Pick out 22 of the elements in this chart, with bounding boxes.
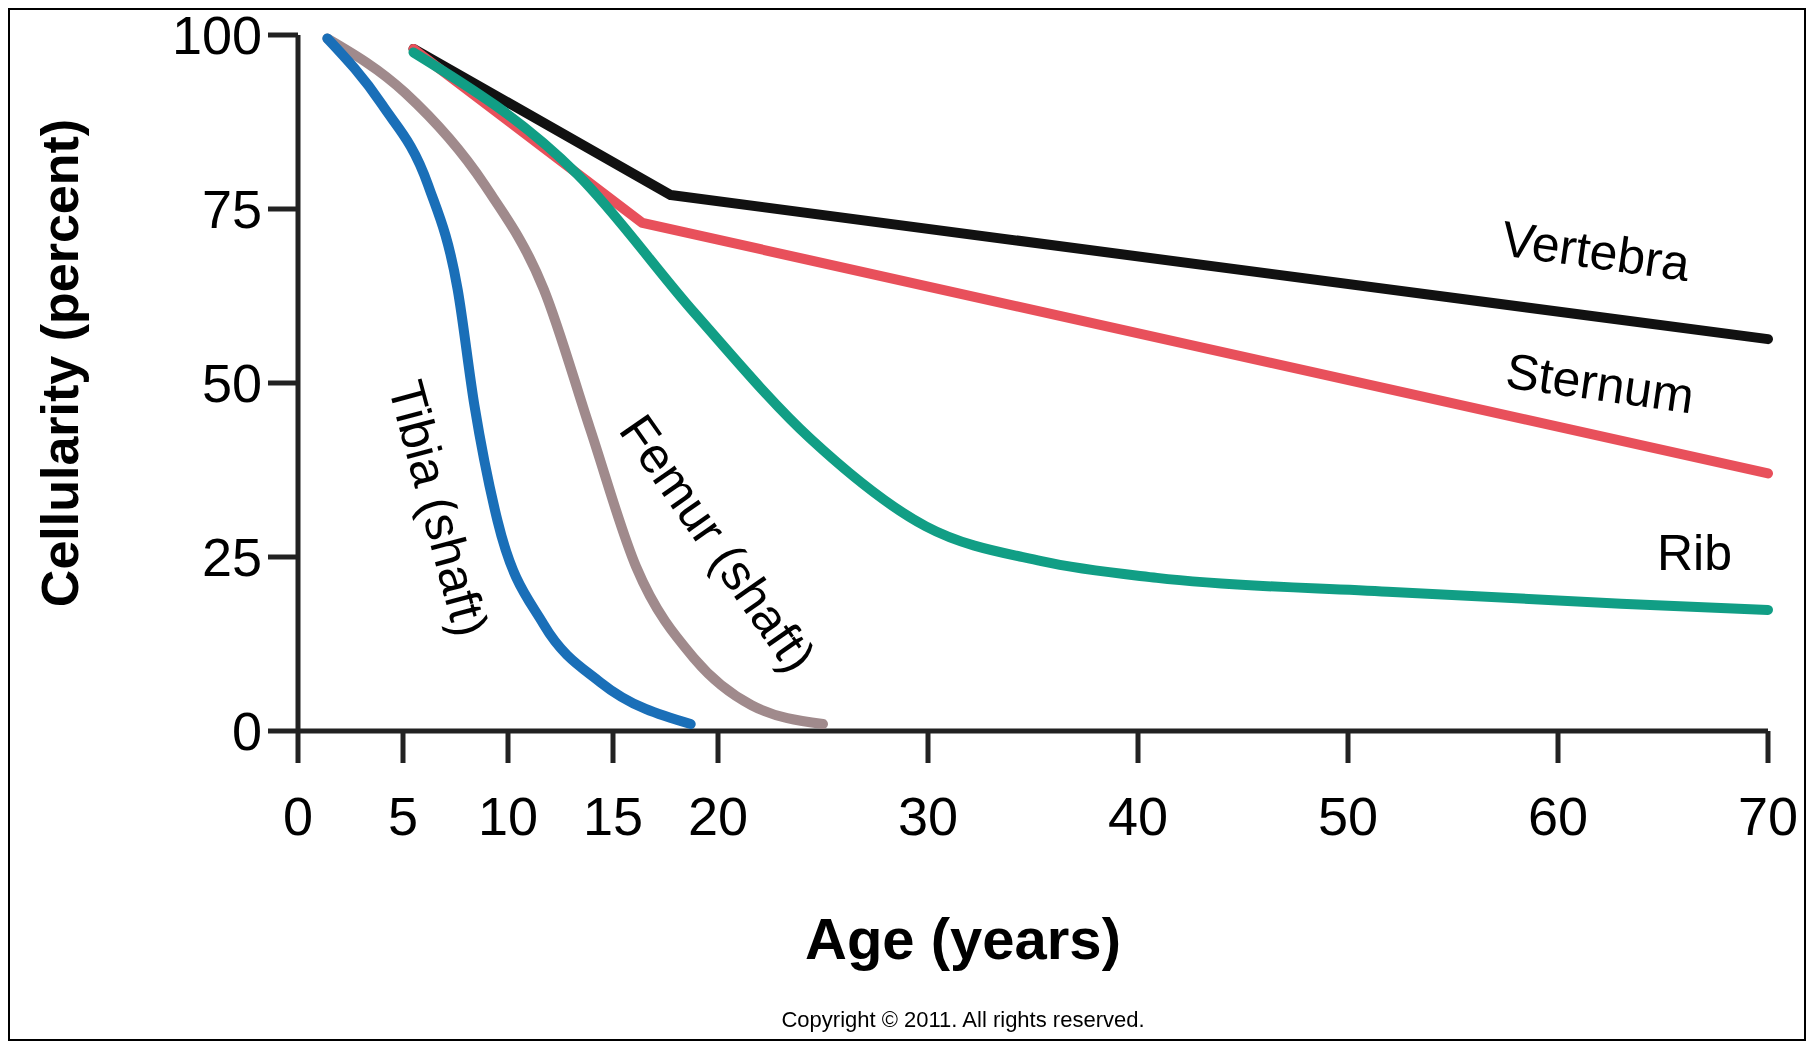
y-tick-label: 100 xyxy=(171,4,262,65)
text: Copyright © 2011. All rights reserved. xyxy=(781,1007,1145,1032)
series-label: Rib xyxy=(1656,525,1733,582)
x-tick-label: 40 xyxy=(1107,786,1169,846)
x-tick-label: 5 xyxy=(387,786,419,846)
x-axis-title: Age (years) xyxy=(805,906,1121,971)
text: Tibia (shaft) xyxy=(377,374,500,643)
y-tick-label: 25 xyxy=(201,526,262,587)
x-tick-label: 20 xyxy=(687,786,749,846)
x-tick-label: 0 xyxy=(282,786,314,846)
y-tick-label: 75 xyxy=(201,178,262,239)
x-tick-label: 60 xyxy=(1527,786,1589,846)
x-tick-label: 30 xyxy=(897,786,959,846)
text: Sternum xyxy=(1502,342,1698,425)
x-tick-label: 50 xyxy=(1317,786,1379,846)
y-tick-label: 50 xyxy=(201,352,262,413)
x-tick-label: 15 xyxy=(582,786,644,846)
x-tick-label: 10 xyxy=(477,786,539,846)
y-axis-title: Cellularity (percent) xyxy=(31,118,89,608)
x-tick-label: 70 xyxy=(1737,786,1799,846)
y-tick-label: 0 xyxy=(231,700,262,761)
text: Vertebra xyxy=(1498,210,1694,293)
